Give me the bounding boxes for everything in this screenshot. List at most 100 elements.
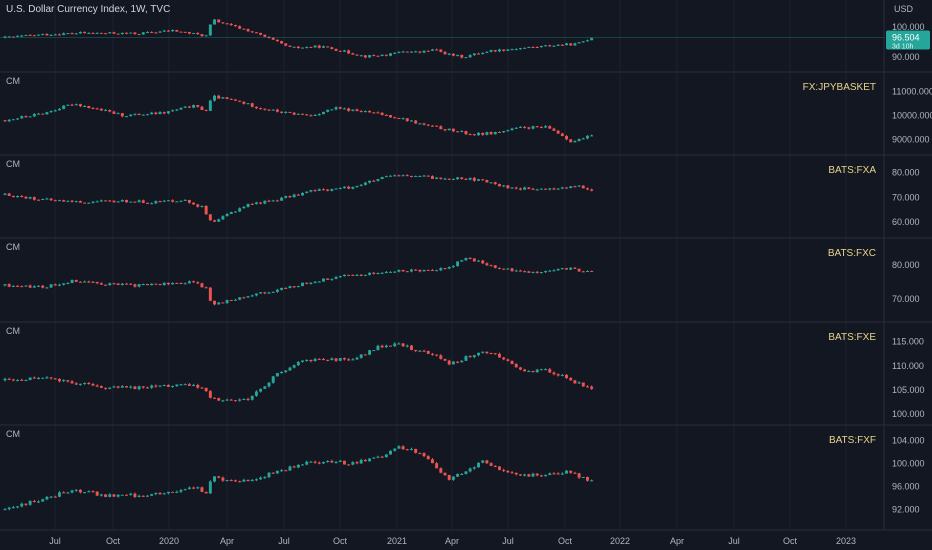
candle-body	[435, 125, 439, 127]
candle-body	[305, 114, 309, 116]
candle-body	[16, 118, 20, 120]
candle-body	[133, 284, 137, 287]
candle-body	[284, 111, 288, 113]
candle-body	[58, 492, 61, 497]
candle-body	[527, 187, 531, 189]
candle-body	[548, 473, 552, 476]
candle-body	[414, 51, 418, 53]
panel-label: CM	[6, 159, 20, 169]
candle-body	[87, 382, 91, 385]
candle-body	[70, 490, 74, 493]
candle-body	[296, 361, 300, 366]
candle-body	[410, 448, 413, 450]
candle-body	[175, 29, 179, 32]
candle-body	[108, 32, 112, 34]
candle-body	[468, 55, 472, 58]
candle-body	[313, 358, 317, 362]
candle-body	[305, 359, 309, 361]
candle-body	[330, 188, 334, 191]
candle-body	[217, 95, 221, 99]
candle-body	[95, 32, 99, 34]
candle-body	[330, 358, 334, 361]
y-tick-label: 9000.000	[892, 134, 930, 144]
candle-body	[502, 268, 506, 270]
candle-body	[162, 200, 166, 202]
candle-body	[28, 116, 32, 118]
candle-body	[171, 386, 175, 388]
candle-body	[560, 44, 564, 46]
candle-body	[342, 50, 346, 52]
candle-body	[62, 492, 66, 494]
candle-body	[338, 188, 342, 190]
candle-body	[83, 382, 87, 384]
candle-body	[443, 472, 447, 475]
candle-body	[439, 177, 443, 179]
candle-body	[246, 296, 250, 298]
candle-body	[200, 387, 204, 389]
candle-body	[443, 358, 447, 361]
candle-body	[108, 494, 112, 497]
candle-body	[250, 395, 254, 400]
y-tick-label: 90.000	[892, 52, 920, 62]
candle-body	[506, 49, 510, 51]
candle-body	[150, 283, 154, 286]
candle-body	[372, 350, 376, 352]
candle-body	[372, 180, 376, 182]
candle-body	[569, 378, 573, 381]
y-tick-label: 100.000	[892, 459, 925, 469]
candle-body	[451, 128, 455, 132]
candle-body	[439, 126, 443, 130]
candle-body	[91, 281, 95, 283]
candle-body	[166, 200, 170, 202]
candle-body	[11, 195, 15, 198]
candle-body	[208, 100, 212, 111]
candle-body	[175, 282, 179, 284]
candle-body	[422, 123, 426, 125]
candle-body	[565, 187, 568, 189]
candle-body	[292, 365, 296, 368]
candle-body	[586, 270, 589, 272]
candle-body	[296, 464, 300, 468]
candle-body	[443, 178, 447, 180]
candle-body	[468, 356, 472, 358]
candle-body	[548, 188, 552, 190]
candle-body	[83, 31, 87, 33]
candle-body	[535, 47, 539, 49]
candle-body	[158, 112, 162, 115]
candle-body	[506, 185, 510, 189]
candle-body	[62, 380, 66, 382]
candle-body	[301, 192, 304, 196]
candle-body	[359, 274, 363, 276]
candle-body	[397, 446, 401, 449]
candle-body	[313, 190, 317, 192]
y-tick-label: 100.000	[892, 409, 925, 419]
y-tick-label: 10000.000	[892, 111, 932, 121]
candle-body	[208, 391, 212, 398]
candle-body	[430, 49, 434, 51]
candle-body	[78, 489, 82, 493]
candle-body	[204, 387, 208, 392]
candle-body	[451, 476, 455, 480]
candle-body	[447, 53, 451, 55]
candle-body	[37, 501, 40, 503]
candle-body	[204, 109, 208, 111]
candle-body	[41, 198, 45, 200]
candle-body	[150, 385, 154, 388]
candle-body	[259, 202, 263, 204]
x-tick-label: Oct	[106, 536, 121, 546]
candle-body	[116, 494, 120, 497]
candle-body	[502, 49, 506, 51]
candle-body	[368, 180, 372, 183]
candle-body	[187, 32, 191, 34]
candle-body	[326, 109, 330, 112]
candle-body	[477, 260, 480, 262]
symbol-label: FX:JPYBASKET	[803, 82, 876, 93]
candle-body	[355, 462, 359, 464]
candle-body	[146, 495, 149, 497]
candle-body	[125, 386, 128, 388]
candle-body	[531, 126, 535, 129]
candle-body	[221, 22, 225, 24]
candle-body	[146, 32, 149, 34]
candle-body	[485, 51, 489, 53]
candle-body	[460, 177, 464, 179]
